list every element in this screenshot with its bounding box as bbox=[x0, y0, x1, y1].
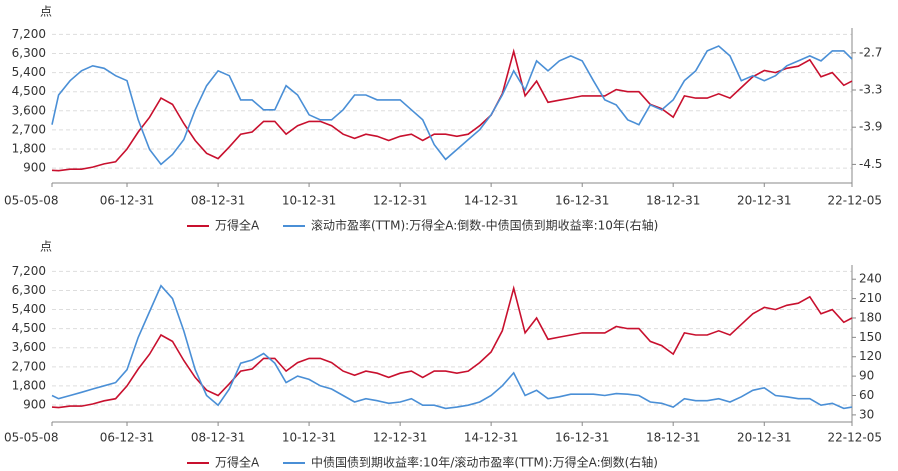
y2-tick-label: 60 bbox=[859, 388, 874, 402]
legend-label: 中债国债到期收益率:10年/滚动市盈率(TTM):万得全A:倒数(右轴) bbox=[311, 455, 658, 470]
legend-label: 万得全A bbox=[215, 455, 260, 470]
x-tick-label: 06-12-31 bbox=[100, 194, 154, 208]
y2-tick-label: 180 bbox=[859, 310, 882, 324]
y-tick-label: 900 bbox=[23, 398, 46, 412]
x-tick-label: 05-05-08 bbox=[4, 431, 58, 445]
y-tick-label: 2,700 bbox=[12, 122, 46, 136]
series-line bbox=[51, 284, 853, 410]
y2-tick-label: -3.9 bbox=[859, 120, 882, 134]
x-tick-label: 22-12-05 bbox=[828, 194, 882, 208]
y2-tick-label: 120 bbox=[859, 349, 882, 363]
x-tick-label: 18-12-31 bbox=[646, 431, 700, 445]
y-tick-label: 7,200 bbox=[12, 264, 46, 278]
y-tick-label: 7,200 bbox=[12, 27, 46, 41]
y-tick-label: 900 bbox=[23, 161, 46, 175]
x-tick-label: 18-12-31 bbox=[646, 194, 700, 208]
y2-tick-label: -2.7 bbox=[859, 45, 882, 59]
x-tick-label: 12-12-31 bbox=[373, 431, 427, 445]
y-tick-label: 5,400 bbox=[12, 65, 46, 79]
y2-tick-label: -3.3 bbox=[859, 83, 882, 97]
legend-label: 滚动市盈率(TTM):万得全A:倒数-中债国债到期收益率:10年(右轴) bbox=[311, 218, 658, 233]
y-tick-label: 6,300 bbox=[12, 283, 46, 297]
y-tick-label: 6,300 bbox=[12, 46, 46, 60]
x-tick-label: 20-12-31 bbox=[737, 194, 791, 208]
x-tick-label: 08-12-31 bbox=[191, 431, 245, 445]
series-line bbox=[51, 45, 853, 166]
y-tick-label: 4,500 bbox=[12, 321, 46, 335]
y2-tick-label: 240 bbox=[859, 272, 882, 286]
x-tick-label: 08-12-31 bbox=[191, 194, 245, 208]
legend-label: 万得全A bbox=[215, 218, 260, 233]
y-unit: 点 bbox=[40, 240, 52, 254]
y-tick-label: 5,400 bbox=[12, 302, 46, 316]
y2-tick-label: 150 bbox=[859, 330, 882, 344]
x-tick-label: 20-12-31 bbox=[737, 431, 791, 445]
series-line bbox=[51, 285, 853, 409]
x-tick-label: 10-12-31 bbox=[282, 194, 336, 208]
y-tick-label: 4,500 bbox=[12, 84, 46, 98]
y-tick-label: 2,700 bbox=[12, 359, 46, 373]
x-tick-label: 12-12-31 bbox=[373, 194, 427, 208]
x-tick-label: 14-12-31 bbox=[464, 431, 518, 445]
y2-tick-label: -4.5 bbox=[859, 157, 882, 171]
x-tick-label: 22-12-05 bbox=[828, 431, 882, 445]
x-tick-label: 06-12-31 bbox=[100, 431, 154, 445]
y-tick-label: 1,800 bbox=[12, 142, 46, 156]
x-tick-label: 14-12-31 bbox=[464, 194, 518, 208]
y2-tick-label: 30 bbox=[859, 407, 874, 421]
x-tick-label: 16-12-31 bbox=[555, 431, 609, 445]
y2-tick-label: 90 bbox=[859, 369, 874, 383]
x-tick-label: 05-05-08 bbox=[4, 194, 58, 208]
y-unit: 点 bbox=[40, 5, 52, 19]
y-tick-label: 3,600 bbox=[12, 103, 46, 117]
series-line bbox=[51, 48, 853, 172]
x-tick-label: 10-12-31 bbox=[282, 431, 336, 445]
y-tick-label: 3,600 bbox=[12, 340, 46, 354]
y2-tick-label: 210 bbox=[859, 291, 882, 305]
y-tick-label: 1,800 bbox=[12, 378, 46, 392]
x-tick-label: 16-12-31 bbox=[555, 194, 609, 208]
